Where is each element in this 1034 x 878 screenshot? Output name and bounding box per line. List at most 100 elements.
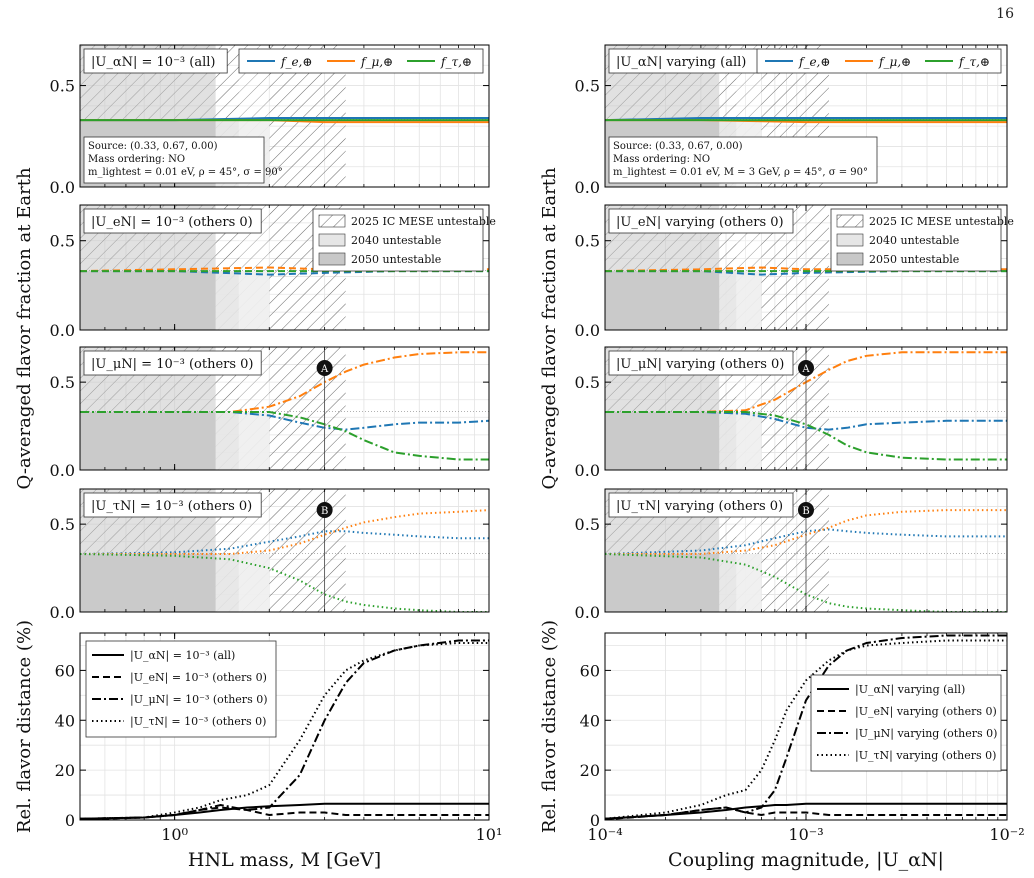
distance-series-1 <box>605 802 1007 820</box>
x-tick-label: 10⁰ <box>161 825 188 844</box>
distance-legend-label: |U_αN| = 10⁻³ (all) <box>130 649 235 663</box>
distance-series-4 <box>605 639 1007 820</box>
source-line: Mass ordering: NO <box>613 154 710 165</box>
marker-label: A <box>320 364 329 375</box>
panel-label-box <box>608 350 794 376</box>
marker-a <box>798 360 814 376</box>
axes-frame <box>79 632 490 821</box>
y-axis-label-distance: Rel. flavor distance (%) <box>14 620 35 833</box>
y-tick-label: 0.5 <box>50 77 75 96</box>
region-legend-swatch <box>836 214 864 228</box>
series-e <box>80 530 489 555</box>
distance-legend <box>85 640 277 738</box>
series-mu <box>605 351 1007 413</box>
region-legend-swatch <box>318 252 346 266</box>
panel-label: |U_eN| varying (others 0) <box>616 215 784 230</box>
distance-series-3 <box>80 639 489 820</box>
marker-label: B <box>321 506 328 517</box>
legend-label: f_τ,⊕ <box>440 55 472 69</box>
flavor-legend <box>238 48 484 74</box>
distance-legend-label: |U_μN| varying (others 0) <box>855 727 997 741</box>
y-tick-label: 60 <box>580 661 600 680</box>
flavor-legend <box>756 48 1002 74</box>
y-tick-label: 0.5 <box>50 515 75 534</box>
series-tau <box>605 411 1007 461</box>
plot-area <box>80 489 489 612</box>
y-axis-label-flavor: Q-averaged flavor fraction at Earth <box>539 167 560 489</box>
distance-legend-label: |U_τN| = 10⁻³ (others 0) <box>130 715 266 729</box>
panel-label: |U_αN| varying (all) <box>616 55 746 70</box>
region-legend-swatch <box>318 214 346 228</box>
panel-1-3: A 0.0 0.5 |U_μN| = 10⁻³ (others 0) <box>50 346 490 480</box>
x-tick-label: 10⁻³ <box>788 825 823 844</box>
y-axis-label-distance: Rel. flavor distance (%) <box>539 620 560 833</box>
panel-2-2: 0.0 0.5 |U_eN| varying (others 0) 2025 IC M… <box>575 204 1014 340</box>
y-tick-label: 40 <box>580 711 600 730</box>
y-tick-label: 0.0 <box>50 603 75 622</box>
region-legend-label: 2025 IC MESE untestable <box>351 215 496 228</box>
y-tick-label: 0.0 <box>575 603 600 622</box>
y-tick-label: 40 <box>55 711 75 730</box>
source-line: Source: (0.33, 0.67, 0.00) <box>613 141 743 152</box>
y-tick-label: 60 <box>55 661 75 680</box>
y-tick-label: 0.5 <box>575 373 600 392</box>
x-tick-label: 10⁻² <box>989 825 1024 844</box>
region-legend-swatch <box>318 233 346 247</box>
marker-b <box>316 502 333 518</box>
y-tick-label: 0.0 <box>575 178 600 197</box>
y-tick-label: 0.5 <box>575 232 600 251</box>
region-2050 <box>80 271 216 330</box>
panel-label: |U_eN| = 10⁻³ (others 0) <box>91 215 253 230</box>
y-tick-label: 0.5 <box>575 515 600 534</box>
distance-series-2 <box>80 806 489 820</box>
series-tau <box>605 553 1007 612</box>
source-box <box>608 136 878 184</box>
panel-2-4: B 0.0 0.5 |U_τN| varying (others 0) <box>575 488 1008 622</box>
legend-label: f_e,⊕ <box>798 55 830 69</box>
panel-label-box <box>83 350 262 376</box>
source-line: m_lightest = 0.01 eV, ρ = 45°, σ = 90° <box>88 167 283 178</box>
panel-label-box <box>83 492 262 518</box>
y-tick-label: 0 <box>65 811 75 830</box>
series-tau <box>80 553 489 612</box>
panel-label: |U_τN| varying (others 0) <box>616 499 783 514</box>
axes-frame <box>79 204 490 331</box>
x-axis-label: Coupling magnitude, |U_αN| <box>668 849 944 871</box>
y-tick-label: 0.0 <box>50 321 75 340</box>
region-2050 <box>605 271 720 330</box>
y-tick-label: 20 <box>580 761 600 780</box>
distance-legend-label: |U_τN| varying (others 0) <box>855 749 996 763</box>
panel-label-box <box>83 208 262 234</box>
x-axis-label: HNL mass, M [GeV] <box>188 849 381 871</box>
y-tick-label: 0.0 <box>50 461 75 480</box>
panel-1-2: 0.0 0.5 |U_eN| = 10⁻³ (others 0) 2025 IC ME… <box>50 204 496 340</box>
series-tau <box>80 411 489 461</box>
region-legend-label: 2050 untestable <box>351 253 441 266</box>
series-mu <box>80 509 489 555</box>
region-legend-label: 2025 IC MESE untestable <box>869 215 1014 228</box>
series-e <box>605 117 1007 122</box>
axes-frame <box>79 44 490 188</box>
panel-label: |U_τN| = 10⁻³ (others 0) <box>91 499 252 514</box>
panel-label-box <box>608 208 794 234</box>
region-2050 <box>605 554 720 612</box>
legend-label: f_μ,⊕ <box>878 55 911 69</box>
column-1: 0.0 0.5 |U_αN| = 10⁻³ (all) f_e,⊕ f_μ,⊕ f_τ,⊕… <box>14 44 503 871</box>
panel-1-5: 0 20 40 60 10⁰ 10¹ |U_αN| = 10⁻³ (all) |U_eN| =… <box>55 632 503 844</box>
source-line: Mass ordering: NO <box>88 154 185 165</box>
y-tick-label: 0.5 <box>50 232 75 251</box>
y-axis-label-flavor: Q-averaged flavor fraction at Earth <box>14 167 35 489</box>
source-line: Source: (0.33, 0.67, 0.00) <box>88 141 218 152</box>
y-tick-label: 0.0 <box>50 178 75 197</box>
column-2: 0.0 0.5 |U_αN| varying (all) f_e,⊕ f_μ,⊕ f_τ,… <box>539 44 1025 871</box>
legend-label: f_μ,⊕ <box>360 55 393 69</box>
x-tick-label: 10¹ <box>476 825 503 844</box>
marker-b <box>798 502 814 518</box>
legend-label: f_τ,⊕ <box>958 55 990 69</box>
marker-a <box>316 360 333 376</box>
distance-series-1 <box>80 802 489 820</box>
panel-label-box <box>608 492 794 518</box>
y-tick-label: 0 <box>590 811 600 830</box>
region-legend-label: 2050 untestable <box>869 253 959 266</box>
distance-legend-label: |U_eN| varying (others 0) <box>855 705 997 719</box>
